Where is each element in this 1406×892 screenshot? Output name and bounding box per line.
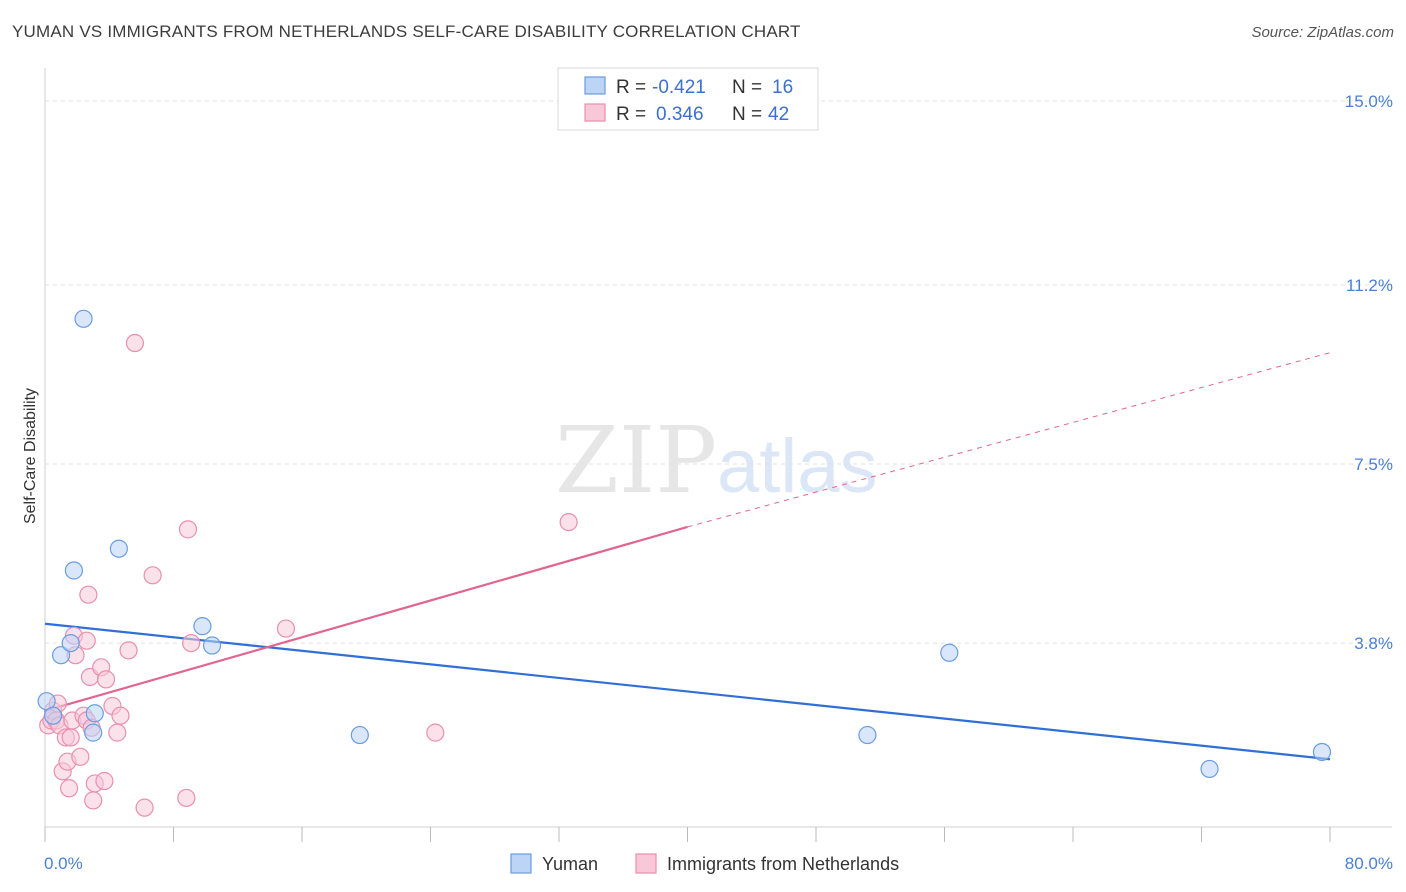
stats-legend-swatch-yuman [584,76,606,95]
point-yuman-12 [858,725,877,745]
data-points [37,309,1332,817]
point-netherlands-24 [95,771,114,791]
y-axis-title: Self-Care Disability [22,388,39,524]
chart-title: YUMAN VS IMMIGRANTS FROM NETHERLANDS SEL… [12,22,801,41]
y-tick-label-2: 11.2% [1346,276,1393,295]
point-netherlands-32 [143,566,162,585]
point-netherlands-28 [111,706,130,725]
legend-swatch-yuman [510,853,532,874]
point-netherlands-10 [61,728,80,747]
legend-label-netherlands: Immigrants from Netherlands [667,854,899,874]
y-tick-labels: 3.8% 7.5% 11.2% 15.0% [1345,92,1393,653]
point-netherlands-34 [178,520,198,539]
series-legend: Yuman Immigrants from Netherlands [510,853,899,874]
watermark-zip: ZIP [555,407,717,514]
point-yuman-3 [64,561,84,580]
point-yuman-5 [74,309,93,328]
point-yuman-11 [350,725,369,745]
x-tick-labels: 0.0% 80.0% [44,854,1393,873]
y-tick-label-3: 15.0% [1345,92,1393,111]
point-netherlands-14 [71,747,90,766]
point-netherlands-25 [96,670,116,689]
point-netherlands-27 [108,723,127,742]
legend-swatch-netherlands [635,853,657,874]
point-yuman-2 [51,646,71,665]
point-yuman-6 [85,704,104,723]
grid-lines [45,100,1392,644]
point-netherlands-16 [77,631,96,650]
stats-legend-r-value-netherlands: 0.346 [656,104,704,125]
point-yuman-14 [1200,759,1219,779]
trend-line-netherlands [44,525,688,712]
point-netherlands-36 [276,619,296,638]
stats-legend: R = -0.421 N = 16 R = 0.346 N = 42 [557,67,819,131]
point-yuman-15 [1312,742,1332,762]
point-netherlands-18 [79,585,98,604]
point-yuman-7 [84,723,103,742]
point-netherlands-30 [125,333,145,353]
y-tick-label-1: 7.5% [1354,455,1393,474]
stats-legend-swatch-netherlands [584,103,606,122]
point-netherlands-35 [182,633,201,653]
point-netherlands-31 [135,798,154,817]
watermark-atlas: atlas [717,424,878,509]
trend-line-netherlands-extension [687,352,1331,528]
stats-legend-r-value-yuman: -0.421 [652,77,706,98]
point-netherlands-21 [84,791,103,810]
point-netherlands-37 [426,723,445,742]
point-yuman-1 [43,706,63,725]
point-netherlands-29 [119,641,138,660]
point-yuman-9 [193,617,212,636]
stats-legend-n-value-yuman: 16 [772,77,793,98]
point-netherlands-9 [59,779,79,798]
stats-legend-r-label-yuman: R = [616,77,646,98]
y-tick-label-0: 3.8% [1354,634,1393,653]
x-tick-label-1: 80.0% [1345,854,1393,873]
point-yuman-8 [109,539,128,558]
trend-line-yuman [44,622,1331,761]
source-label: Source: ZipAtlas.com [1251,24,1394,41]
legend-label-yuman: Yuman [542,854,598,874]
stats-legend-n-label-netherlands: N = [732,104,762,125]
point-yuman-10 [202,636,222,655]
x-tick-label-0: 0.0% [44,854,83,873]
stats-legend-n-value-netherlands: 42 [768,104,789,125]
point-yuman-4 [61,633,80,653]
point-netherlands-38 [559,512,578,532]
stats-legend-r-label-netherlands: R = [616,104,646,125]
point-yuman-13 [940,643,959,662]
trend-lines [44,352,1331,761]
stats-legend-n-label-yuman: N = [732,77,762,98]
point-netherlands-33 [177,788,196,808]
